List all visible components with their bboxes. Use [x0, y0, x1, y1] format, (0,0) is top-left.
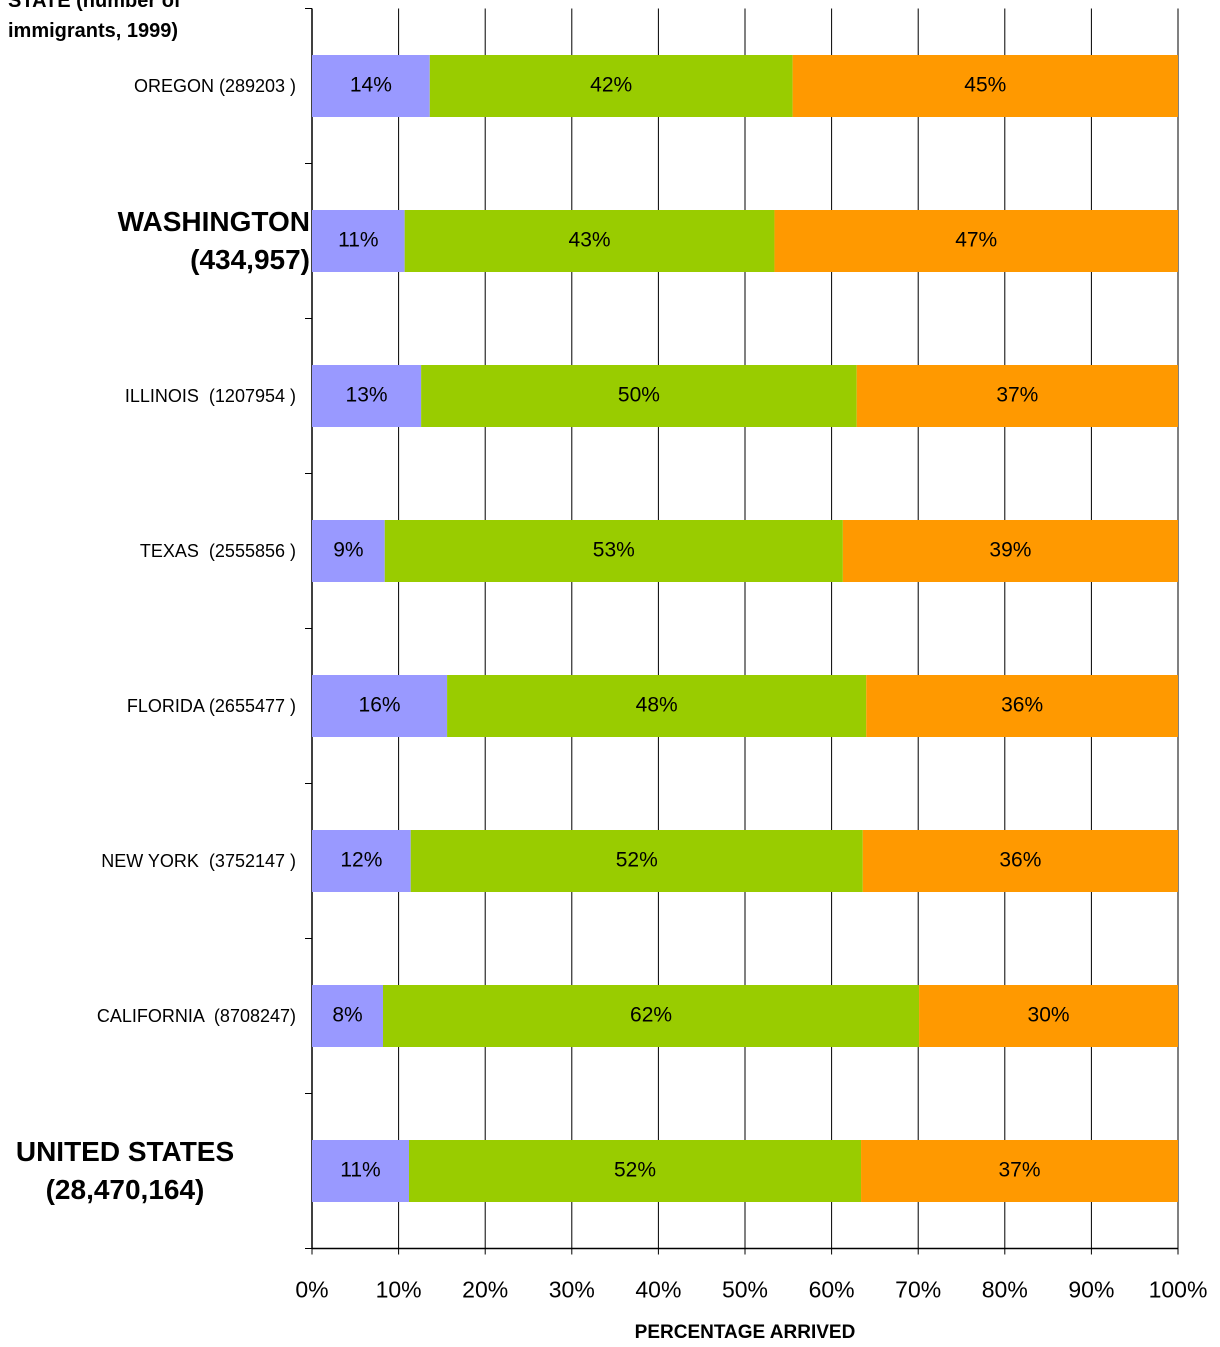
bar-segment — [312, 985, 384, 1047]
data-label: 42% — [590, 74, 632, 97]
bar-segment — [862, 830, 1178, 892]
data-label: 37% — [999, 1159, 1041, 1182]
data-label: 9% — [333, 539, 363, 562]
x-tick-label: 90% — [1068, 1277, 1114, 1303]
bar-segment — [384, 520, 843, 582]
data-label: 43% — [569, 229, 611, 252]
data-label: 16% — [359, 694, 401, 717]
bar-segment — [312, 520, 385, 582]
data-label: 39% — [989, 539, 1031, 562]
bar-segment — [404, 210, 775, 272]
x-tick-label: 20% — [462, 1277, 508, 1303]
x-axis-title: PERCENTAGE ARRIVED — [634, 1322, 856, 1343]
data-label: 12% — [340, 849, 382, 872]
data-label: 37% — [996, 384, 1038, 407]
data-label: 50% — [618, 384, 660, 407]
x-tick-label: 10% — [376, 1277, 422, 1303]
x-tick-label: 40% — [635, 1277, 681, 1303]
bar-segment — [856, 365, 1178, 427]
data-label: 52% — [614, 1159, 656, 1182]
bar-segment — [312, 675, 448, 737]
y-tick-label: NEW YORK (3752147 ) — [101, 850, 296, 871]
data-label: 48% — [636, 694, 678, 717]
y-tick-label: CALIFORNIA (8708247) — [96, 1005, 296, 1026]
bar-segment — [312, 365, 422, 427]
bar-segment — [792, 55, 1178, 117]
y-axis-title: STATE (number of immigrants, 1999) — [8, 0, 181, 42]
bar-segment — [383, 985, 920, 1047]
data-label: 30% — [1028, 1004, 1070, 1027]
bar-segment — [429, 55, 793, 117]
bar-segment — [312, 210, 405, 272]
bar-segment — [866, 675, 1178, 737]
x-tick-label: 0% — [295, 1277, 328, 1303]
y-tick-label: WASHINGTON (434,957) — [117, 206, 310, 275]
data-label: 36% — [1001, 694, 1043, 717]
data-label: 11% — [338, 229, 378, 252]
data-label: 53% — [593, 539, 635, 562]
data-label: 11% — [340, 1159, 380, 1182]
data-label: 45% — [964, 74, 1006, 97]
data-label: 62% — [630, 1004, 672, 1027]
data-label: 14% — [350, 74, 392, 97]
bar-segment — [312, 1140, 409, 1202]
bar-segment — [408, 1140, 862, 1202]
data-label: 13% — [346, 384, 388, 407]
x-tick-label: 100% — [1149, 1277, 1208, 1303]
bar-segment — [312, 55, 430, 117]
x-tick-label: 50% — [722, 1277, 768, 1303]
y-tick-label: FLORIDA (2655477 ) — [126, 695, 296, 716]
bar-segment — [421, 365, 857, 427]
bar-segment — [774, 210, 1178, 272]
data-label: 52% — [616, 849, 658, 872]
x-tick-label: 80% — [982, 1277, 1028, 1303]
data-label: 36% — [999, 849, 1041, 872]
data-label: 47% — [955, 229, 997, 252]
x-tick-label: 70% — [895, 1277, 941, 1303]
bar-segment — [919, 985, 1178, 1047]
bar-segment — [312, 830, 411, 892]
y-tick-label: UNITED STATES (28,470,164) — [15, 1136, 235, 1205]
y-tick-label: ILLINOIS (1207954 ) — [124, 385, 296, 406]
data-label: 8% — [332, 1004, 362, 1027]
bar-segment — [447, 675, 867, 737]
y-tick-label: OREGON (289203 ) — [133, 75, 296, 96]
y-tick-label: TEXAS (2555856 ) — [139, 540, 296, 561]
x-tick-label: 30% — [549, 1277, 595, 1303]
bar-segment — [861, 1140, 1178, 1202]
bar-segment — [410, 830, 863, 892]
bar-segment — [842, 520, 1178, 582]
x-tick-label: 60% — [809, 1277, 855, 1303]
